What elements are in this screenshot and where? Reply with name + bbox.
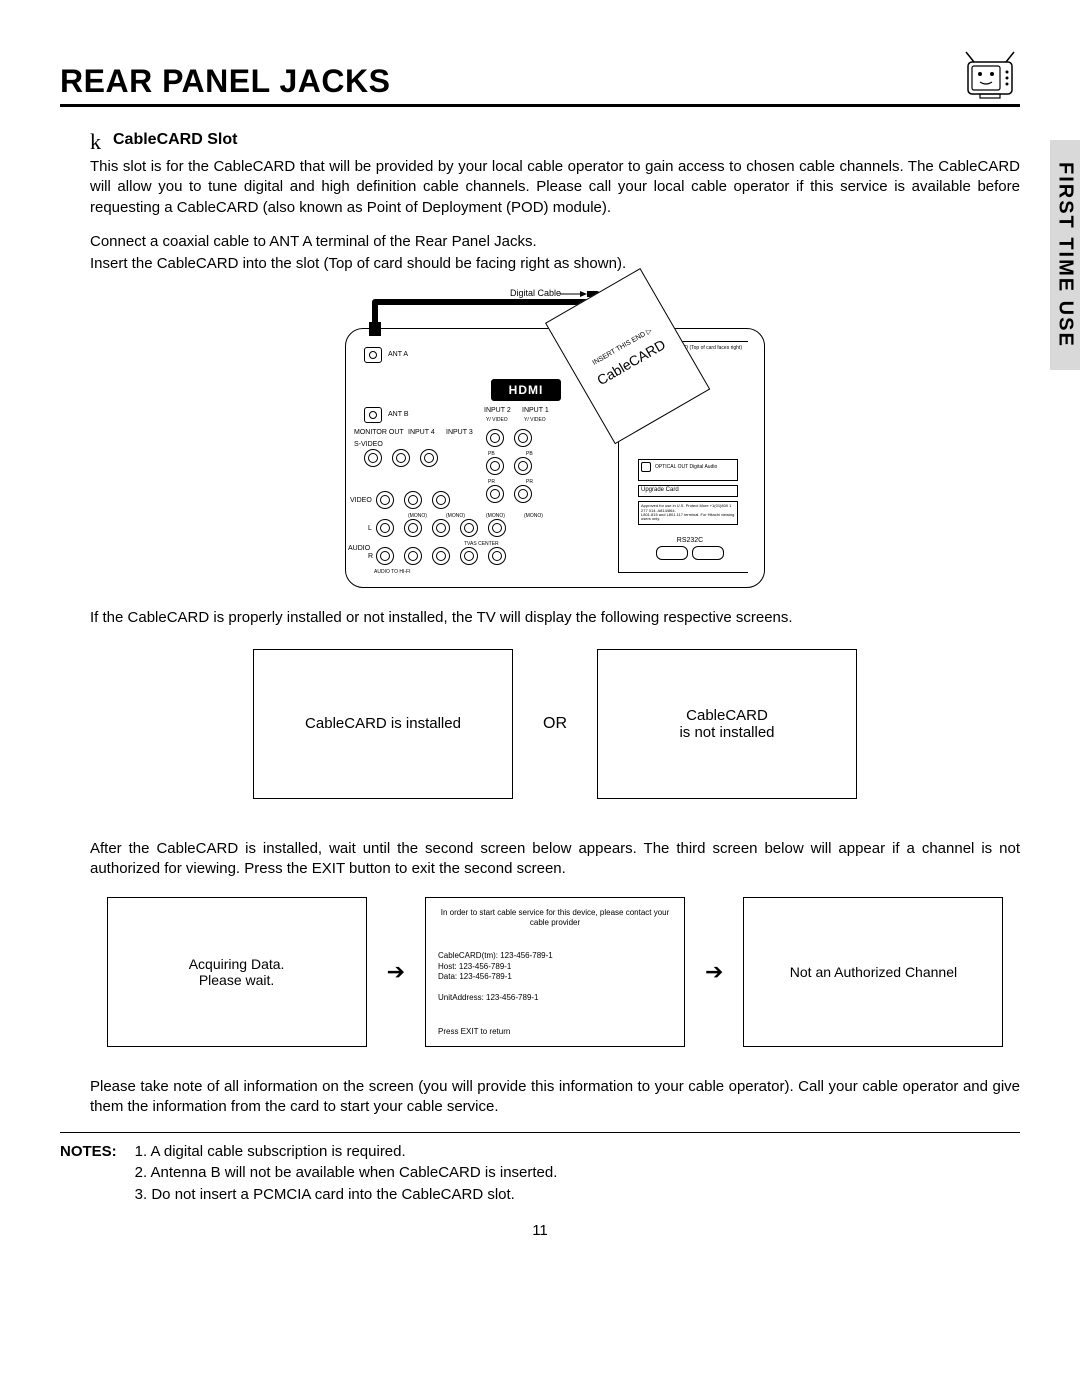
- note-2: 2. Antenna B will not be available when …: [135, 1162, 558, 1184]
- screen-not-installed: CableCARD is not installed: [597, 649, 857, 799]
- page-number: 11: [60, 1222, 1020, 1239]
- separator: [60, 1132, 1020, 1133]
- ant-b-label: ANT B: [388, 411, 409, 418]
- para-3: If the CableCARD is properly installed o…: [90, 608, 1020, 628]
- screen-not-auth: Not an Authorized Channel: [743, 897, 1003, 1047]
- side-tab: FIRST TIME USE: [1050, 140, 1080, 370]
- optical-out: OPTICAL OUT Digital Audio: [638, 459, 738, 481]
- notes-label: NOTES:: [60, 1141, 117, 1206]
- section-heading: CableCARD Slot: [113, 131, 237, 153]
- page-title: REAR PANEL JACKS: [60, 63, 390, 100]
- notes-section: NOTES: 1. A digital cable subscription i…: [60, 1141, 1020, 1206]
- hdmi-badge: HDMI: [491, 379, 561, 401]
- or-label: OR: [543, 715, 567, 733]
- input4-label: INPUT 4: [408, 429, 435, 436]
- screens-row-2: Acquiring Data. Please wait. ➔ In order …: [90, 897, 1020, 1047]
- rs232c: RS232C: [640, 537, 740, 567]
- screen-info: In order to start cable service for this…: [425, 897, 685, 1047]
- side-tab-label: FIRST TIME USE: [1054, 162, 1077, 348]
- screen-installed: CableCARD is installed: [253, 649, 513, 799]
- note-3: 3. Do not insert a PCMCIA card into the …: [135, 1184, 558, 1206]
- rear-panel-outline: ANT A ANT B HDMI MONITOR OUT INPUT 4 INP…: [345, 328, 765, 588]
- svideo-label: S-VIDEO: [354, 441, 383, 448]
- para-4: After the CableCARD is installed, wait u…: [90, 839, 1020, 880]
- ant-b-jack: [364, 407, 382, 423]
- title-row: REAR PANEL JACKS: [60, 50, 1020, 107]
- section-bullet: k: [90, 131, 101, 153]
- line-connect: Connect a coaxial cable to ANT A termina…: [90, 232, 1020, 252]
- arrow-icon: ➔: [387, 959, 405, 985]
- input2-label: INPUT 2: [484, 407, 511, 414]
- screens-row-1: CableCARD is installed OR CableCARD is n…: [90, 649, 1020, 799]
- input3-label: INPUT 3: [446, 429, 473, 436]
- ant-a-label: ANT A: [388, 351, 408, 358]
- input1-label: INPUT 1: [522, 407, 549, 414]
- arrow-icon: ➔: [705, 959, 723, 985]
- digital-cable-label: Digital Cable: [510, 288, 561, 298]
- tv-mascot-icon: [960, 50, 1020, 100]
- para-1: This slot is for the CableCARD that will…: [90, 157, 1020, 218]
- ant-a-jack: [364, 347, 382, 363]
- upgrade-card: Upgrade Card: [638, 485, 738, 497]
- para-5: Please take note of all information on t…: [90, 1077, 1020, 1118]
- monitor-out-label: MONITOR OUT: [354, 429, 404, 436]
- line-insert: Insert the CableCARD into the slot (Top …: [90, 254, 1020, 274]
- rear-panel-diagram: Digital Cable ANT A ANT B HDMI: [90, 288, 1020, 588]
- screen-acquiring: Acquiring Data. Please wait.: [107, 897, 367, 1047]
- note-1: 1. A digital cable subscription is requi…: [135, 1141, 558, 1163]
